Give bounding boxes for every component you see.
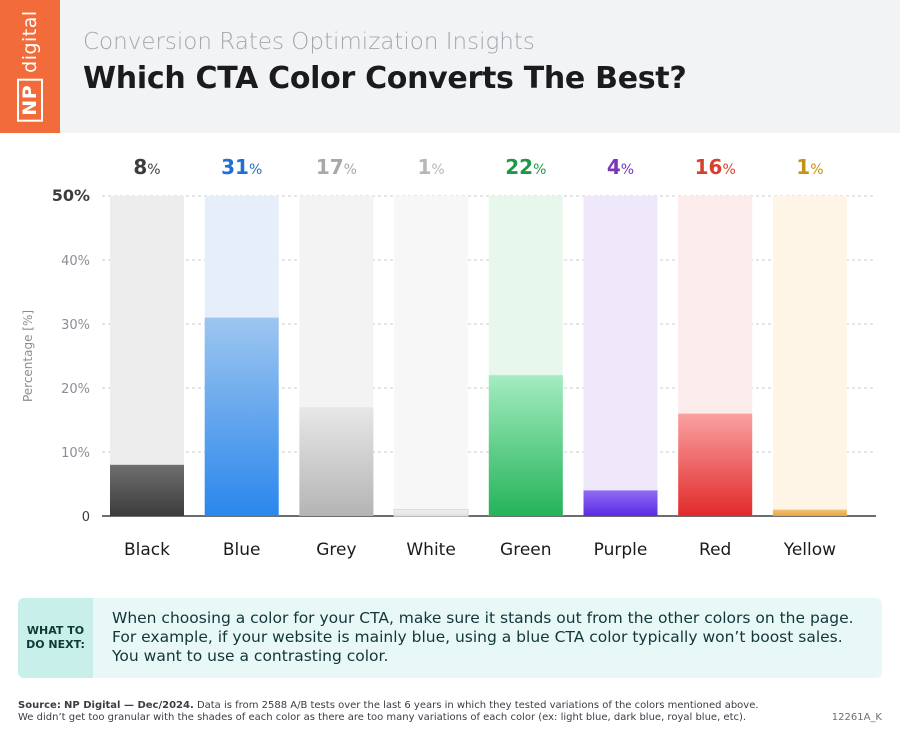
y-tick-label: 30% — [61, 318, 90, 333]
footer-source: Source: NP Digital — Dec/2024. Data is f… — [18, 700, 788, 724]
data-label-purple: 4% — [607, 155, 634, 179]
data-label-grey: 17% — [316, 155, 357, 179]
bar-red — [678, 413, 753, 516]
x-tick-label-green: Green — [500, 540, 551, 560]
data-label-black: 8% — [133, 155, 160, 179]
chart-bars — [110, 317, 847, 517]
np-digital-logo: NP digital — [0, 0, 60, 133]
x-tick-label-white: White — [406, 540, 455, 560]
y-tick-label: 50% — [52, 186, 90, 205]
data-label-red: 16% — [695, 155, 736, 179]
data-label-yellow: 1% — [796, 155, 823, 179]
advice-box: WHAT TO DO NEXT: When choosing a color f… — [18, 598, 882, 678]
x-tick-label-red: Red — [699, 540, 731, 560]
logo-text: NP digital — [17, 10, 43, 122]
document-code: 12261A_K — [831, 712, 882, 723]
bar-white — [393, 509, 469, 517]
bar-track-white — [394, 196, 469, 516]
source-line1: Data is from 2588 A/B tests over the las… — [196, 700, 759, 711]
x-tick-label-yellow: Yellow — [783, 540, 836, 560]
advice-label: WHAT TO DO NEXT: — [18, 598, 93, 678]
source-label: Source: — [18, 700, 61, 711]
x-tick-label-black: Black — [124, 540, 170, 560]
bar-track-yellow — [772, 196, 847, 516]
logo-np: NP — [17, 78, 43, 122]
source-line2: We didn’t get too granular with the shad… — [18, 712, 747, 723]
bar-track-purple — [583, 196, 658, 516]
y-tick-label: 0 — [82, 510, 90, 525]
bar-track-black — [110, 196, 184, 516]
data-label-green: 22% — [505, 155, 546, 179]
header: NP digital Conversion Rates Optimization … — [0, 0, 900, 133]
y-axis-label: Percentage [%] — [21, 310, 35, 402]
page-subtitle: Conversion Rates Optimization Insights — [83, 29, 535, 55]
bar-purple — [583, 490, 658, 516]
logo-word: digital — [19, 10, 41, 73]
data-label-white: 1% — [417, 155, 444, 179]
y-tick-label: 10% — [61, 446, 90, 461]
chart-labels: 8% Black 31% Blue 17% Grey 1% White 22% Green 4% Pu… — [124, 155, 836, 560]
bar-green — [488, 375, 563, 516]
data-label-blue: 31% — [221, 155, 262, 179]
y-tick-label: 40% — [61, 254, 90, 269]
x-tick-label-purple: Purple — [594, 540, 648, 560]
bar-grey — [299, 407, 374, 516]
bar-blue — [204, 317, 279, 516]
x-tick-label-blue: Blue — [223, 540, 261, 560]
source-org: NP Digital — Dec/2024. — [64, 700, 194, 711]
page-title: Which CTA Color Converts The Best? — [83, 61, 687, 96]
x-tick-label-grey: Grey — [316, 540, 356, 560]
bar-black — [110, 464, 184, 516]
y-tick-label: 20% — [61, 382, 90, 397]
bar-chart: Percentage [%] 0 10% 20% 30% 40% 50% 8% Black 31… — [21, 155, 876, 560]
advice-text: When choosing a color for your CTA, make… — [112, 609, 854, 665]
bar-yellow — [772, 509, 847, 516]
